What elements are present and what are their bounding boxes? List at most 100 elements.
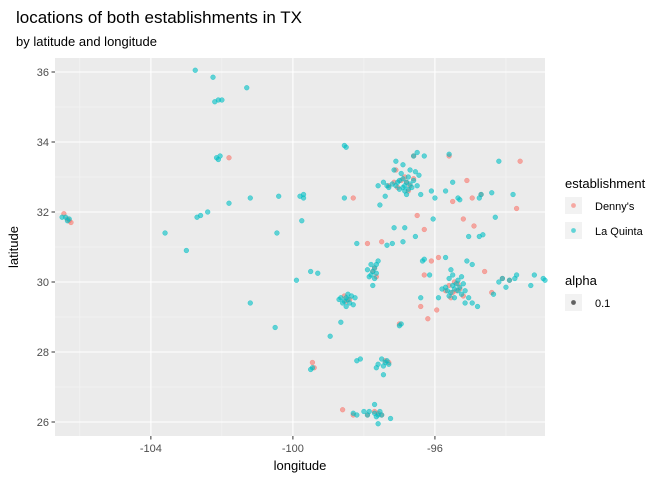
point-denny-s	[436, 255, 441, 260]
point-la-quinta	[450, 180, 455, 185]
point-la-quinta	[195, 215, 200, 220]
legend-dot-dennys	[571, 203, 576, 208]
alpha-legend-dot	[571, 300, 576, 305]
point-la-quinta	[393, 159, 398, 164]
point-la-quinta	[528, 283, 533, 288]
point-la-quinta	[365, 267, 370, 272]
point-denny-s	[310, 360, 315, 365]
point-la-quinta	[340, 301, 345, 306]
point-la-quinta	[431, 217, 436, 222]
point-la-quinta	[377, 409, 382, 414]
point-la-quinta	[411, 178, 416, 183]
chart-title: locations of both establishments in TX	[16, 8, 302, 27]
point-la-quinta	[184, 248, 189, 253]
x-axis: -104 -100 -96	[140, 436, 443, 455]
point-la-quinta	[353, 295, 358, 300]
y-axis: 262830323436	[37, 67, 55, 429]
point-la-quinta	[367, 409, 372, 414]
point-la-quinta	[216, 157, 221, 162]
point-la-quinta	[351, 411, 356, 416]
y-tick-label: 34	[37, 137, 49, 149]
point-la-quinta	[408, 168, 413, 173]
point-la-quinta	[381, 372, 386, 377]
point-la-quinta	[463, 301, 468, 306]
legend-title: establishment	[565, 176, 646, 191]
point-la-quinta	[351, 302, 356, 307]
point-la-quinta	[489, 190, 494, 195]
point-la-quinta	[402, 183, 407, 188]
point-denny-s	[464, 178, 469, 183]
x-tick-label: -104	[140, 443, 162, 455]
point-la-quinta	[459, 274, 464, 279]
point-la-quinta	[397, 323, 402, 328]
point-la-quinta	[273, 325, 278, 330]
point-la-quinta	[67, 217, 72, 222]
y-tick-label: 28	[37, 347, 49, 359]
point-la-quinta	[276, 194, 281, 199]
point-la-quinta	[456, 278, 461, 283]
point-la-quinta	[346, 292, 351, 297]
point-la-quinta	[301, 196, 306, 201]
point-la-quinta	[417, 173, 422, 178]
point-la-quinta	[406, 187, 411, 192]
point-la-quinta	[413, 234, 418, 239]
point-la-quinta	[358, 357, 363, 362]
point-la-quinta	[480, 232, 485, 237]
point-la-quinta	[418, 192, 423, 197]
point-la-quinta	[401, 239, 406, 244]
point-la-quinta	[344, 304, 349, 309]
x-tick-label: -96	[427, 443, 443, 455]
point-la-quinta	[406, 175, 411, 180]
y-tick-label: 32	[37, 207, 49, 219]
point-la-quinta	[415, 183, 420, 188]
point-la-quinta	[440, 287, 445, 292]
point-la-quinta	[308, 269, 313, 274]
point-la-quinta	[404, 192, 409, 197]
point-la-quinta	[418, 295, 423, 300]
point-la-quinta	[379, 357, 384, 362]
point-la-quinta	[374, 414, 379, 419]
alpha-legend-title: alpha	[565, 273, 598, 288]
point-la-quinta	[372, 402, 377, 407]
alpha-legend-label: 0.1	[595, 298, 610, 310]
point-la-quinta	[376, 421, 381, 426]
point-la-quinta	[532, 273, 537, 278]
point-la-quinta	[367, 274, 372, 279]
point-denny-s	[365, 241, 370, 246]
point-denny-s	[518, 159, 523, 164]
point-denny-s	[461, 217, 466, 222]
point-la-quinta	[461, 281, 466, 286]
point-denny-s	[351, 196, 356, 201]
point-la-quinta	[386, 362, 391, 367]
point-la-quinta	[205, 210, 210, 215]
point-la-quinta	[459, 292, 464, 297]
point-la-quinta	[401, 176, 406, 181]
point-denny-s	[450, 199, 455, 204]
point-la-quinta	[248, 301, 253, 306]
point-denny-s	[422, 227, 427, 232]
point-denny-s	[482, 269, 487, 274]
point-denny-s	[379, 239, 384, 244]
point-denny-s	[227, 155, 232, 160]
point-la-quinta	[470, 301, 475, 306]
point-la-quinta	[452, 295, 457, 300]
point-la-quinta	[344, 145, 349, 150]
point-la-quinta	[514, 273, 519, 278]
point-denny-s	[434, 308, 439, 313]
point-la-quinta	[399, 171, 404, 176]
point-la-quinta	[413, 169, 418, 174]
point-la-quinta	[436, 295, 441, 300]
point-la-quinta	[464, 259, 469, 264]
point-la-quinta	[496, 280, 501, 285]
point-denny-s	[429, 259, 434, 264]
point-la-quinta	[411, 154, 416, 159]
point-la-quinta	[475, 304, 480, 309]
point-la-quinta	[466, 295, 471, 300]
point-la-quinta	[543, 278, 548, 283]
point-la-quinta	[275, 231, 280, 236]
point-la-quinta	[443, 255, 448, 260]
point-la-quinta	[219, 98, 224, 103]
point-la-quinta	[248, 196, 253, 201]
point-la-quinta	[227, 201, 232, 206]
